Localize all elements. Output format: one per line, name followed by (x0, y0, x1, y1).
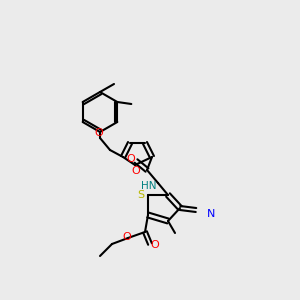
Text: O: O (151, 240, 159, 250)
Text: O: O (132, 166, 140, 176)
Text: HN: HN (141, 181, 157, 191)
Text: O: O (123, 232, 131, 242)
Text: O: O (127, 154, 135, 164)
Text: S: S (137, 190, 145, 200)
Text: O: O (94, 128, 103, 138)
Text: N: N (207, 209, 215, 219)
